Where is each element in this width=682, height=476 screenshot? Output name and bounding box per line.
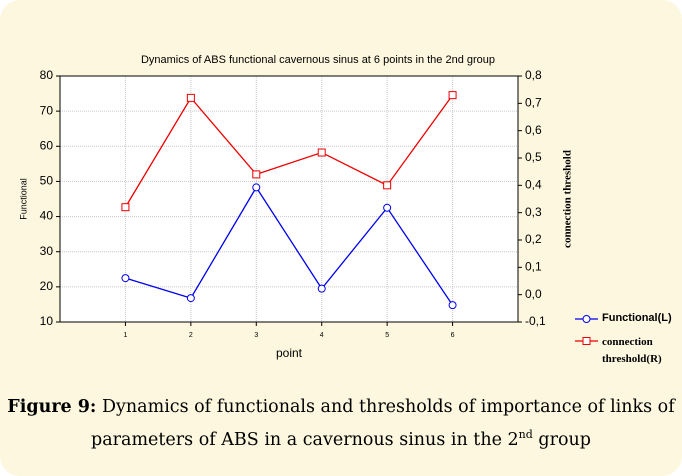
caption-label: Figure 9: [7,397,97,417]
marker [383,203,392,212]
y2-tick-label: 0,6 [525,123,542,137]
caption-text-end: group [538,429,591,450]
y-tick-label: 30 [40,244,54,258]
y2-tick-label: 0,5 [525,150,542,164]
marker [121,274,130,283]
y2-tick-label: 0,2 [525,232,542,246]
y-tick-label: 70 [40,103,54,117]
plot-area [60,76,518,322]
marker [317,284,326,293]
y2-tick-label: 0,1 [525,260,542,274]
x-tick-label: 5 [385,332,389,339]
x-tick-label: 3 [254,332,258,339]
marker [448,91,457,100]
y2-tick-label: 0,0 [525,287,542,301]
series-line [124,94,454,208]
y-tick-label: 20 [40,279,54,293]
y-tick-label: 50 [40,174,54,188]
y-tick-label: 80 [40,68,54,82]
x-tick-label: 2 [189,332,193,339]
caption-sup: nd [518,428,533,441]
x-axis-label: point [276,346,303,360]
y2-tick-label: 0,4 [525,178,542,192]
marker [317,148,326,157]
marker [186,294,195,303]
marker [448,301,457,310]
marker [186,93,195,102]
chart-title: Dynamics of ABS functional cavernous sin… [141,54,495,66]
x-tick-label: 1 [123,332,127,339]
y-tick-label: 10 [40,314,54,328]
y2-tick-label: 0,7 [525,96,542,110]
y2-tick-label: -0,1 [525,314,546,328]
y2-tick-label: 0,8 [525,68,542,82]
legend-entry: connection threshold(R) [602,336,662,365]
y-tick-label: 40 [40,209,54,223]
marker [121,203,130,212]
marker [252,183,261,192]
plot-frame [59,75,519,323]
y-axis-label: Functional [18,178,28,220]
y-tick-label: 60 [40,138,54,152]
legend-marker [582,337,591,345]
legend-entry: Functional(L) [602,312,672,324]
legend-marker [582,315,591,323]
x-tick-label: 6 [451,332,455,339]
caption: Figure 9: Dynamics of functionals and th… [0,394,682,454]
series-line [125,186,454,306]
marker [252,170,261,179]
marker [383,181,392,190]
x-tick-label: 4 [320,332,324,339]
y2-axis-label: connection threshold [562,150,574,248]
caption-text: Dynamics of functionals and thresholds o… [91,397,675,450]
y2-tick-label: 0,3 [525,205,542,219]
